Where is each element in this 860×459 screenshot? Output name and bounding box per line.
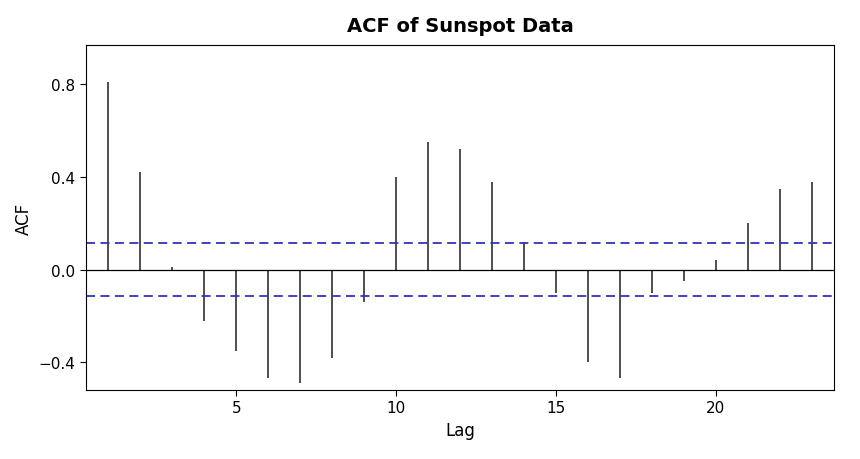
X-axis label: Lag: Lag [445, 421, 475, 439]
Y-axis label: ACF: ACF [15, 202, 34, 234]
Title: ACF of Sunspot Data: ACF of Sunspot Data [347, 17, 574, 36]
